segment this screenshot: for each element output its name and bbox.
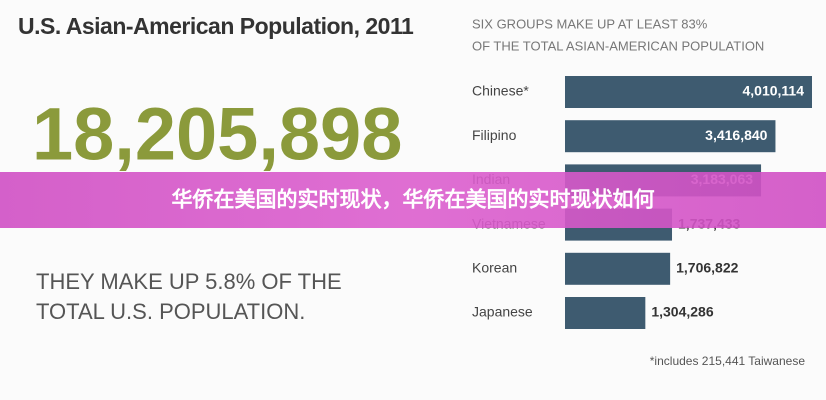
headline-number: 18,205,898: [32, 93, 402, 176]
note-line: THEY MAKE UP 5.8% OF THE: [36, 269, 342, 294]
bar: [565, 252, 671, 285]
value-label: 3,416,840: [705, 127, 767, 143]
category-label: Japanese: [472, 304, 533, 320]
value-label: 4,010,114: [742, 83, 804, 99]
bar: [565, 76, 812, 108]
category-label: Korean: [472, 260, 517, 276]
note-line: TOTAL U.S. POPULATION.: [36, 299, 305, 324]
title: U.S. Asian-American Population, 2011: [18, 13, 414, 39]
bar: [565, 120, 776, 153]
subtitle-line: OF THE TOTAL ASIAN-AMERICAN POPULATION: [472, 38, 764, 53]
banner: [0, 172, 826, 228]
bar: [565, 297, 646, 329]
footnote: *includes 215,441 Taiwanese: [650, 354, 806, 368]
banner-text: 华侨在美国的实时现状，华侨在美国的实时现状如何: [172, 188, 655, 212]
value-label: 1,304,286: [651, 304, 713, 320]
category-label: Chinese*: [472, 83, 529, 99]
value-label: 1,706,822: [676, 260, 738, 276]
subtitle-line: SIX GROUPS MAKE UP AT LEAST 83%: [472, 16, 708, 31]
category-label: Filipino: [472, 127, 517, 143]
